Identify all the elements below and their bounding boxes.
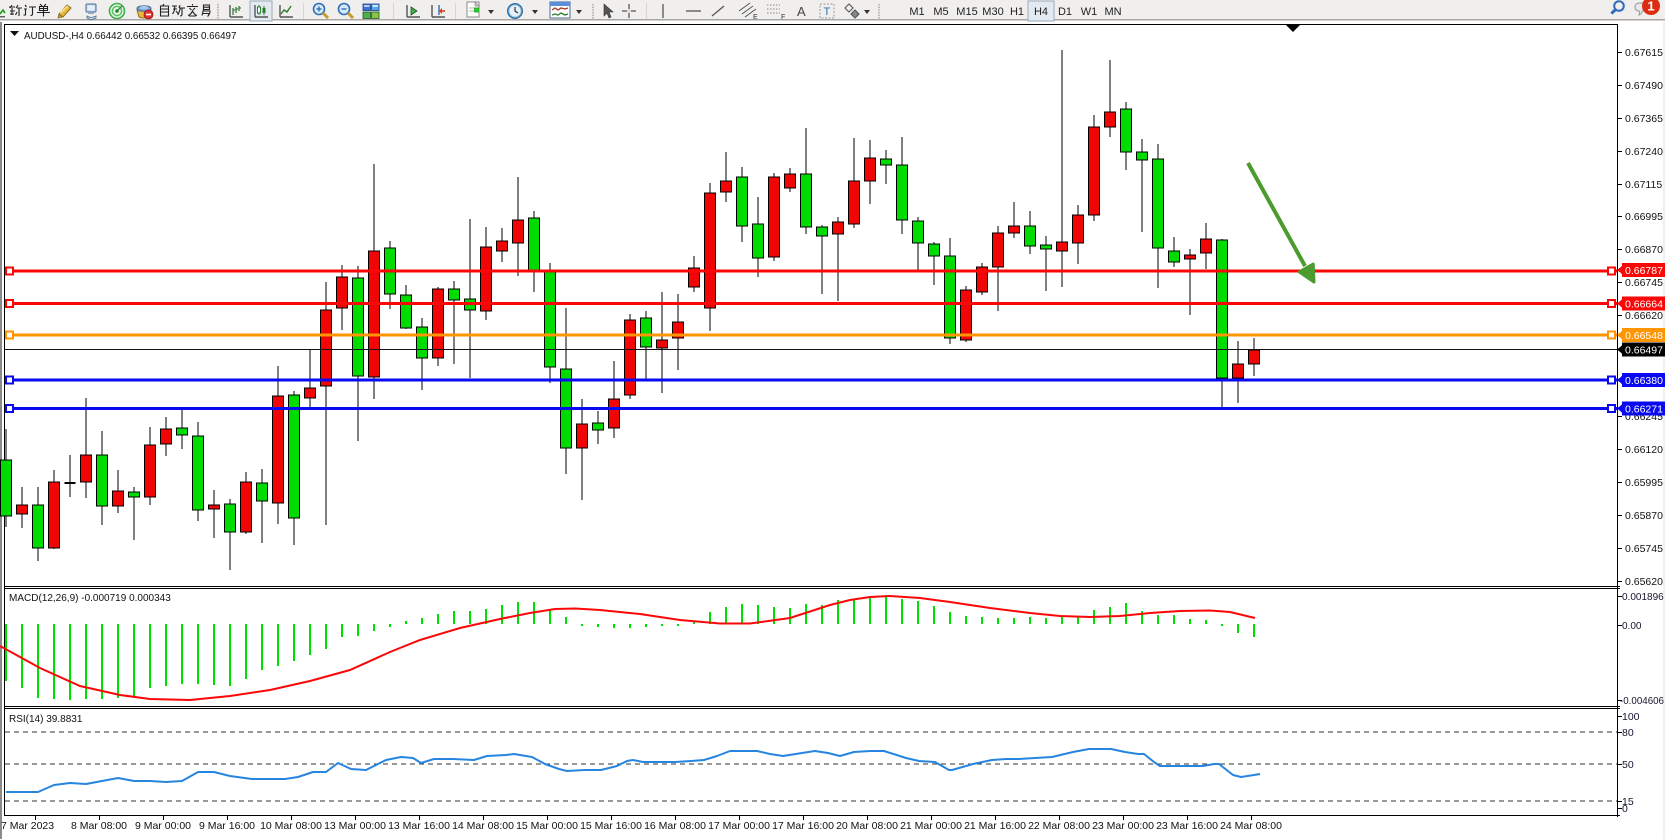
svg-text:0.66380: 0.66380 — [1625, 375, 1663, 387]
svg-text:8 Mar 08:00: 8 Mar 08:00 — [71, 820, 127, 832]
svg-text:13 Mar 00:00: 13 Mar 00:00 — [324, 820, 386, 832]
svg-text:0.00: 0.00 — [1622, 621, 1642, 632]
svg-text:21 Mar 00:00: 21 Mar 00:00 — [900, 820, 962, 832]
svg-text:15 Mar 00:00: 15 Mar 00:00 — [516, 820, 578, 832]
svg-text:M1: M1 — [909, 6, 924, 18]
svg-text:0.66664: 0.66664 — [1625, 299, 1663, 311]
svg-text:9 Mar 16:00: 9 Mar 16:00 — [199, 820, 255, 832]
svg-text:RSI(14) 39.8831: RSI(14) 39.8831 — [9, 714, 83, 725]
svg-text:24 Mar 08:00: 24 Mar 08:00 — [1220, 820, 1282, 832]
svg-text:0.67615: 0.67615 — [1625, 47, 1663, 59]
svg-text:0.66548: 0.66548 — [1625, 330, 1663, 342]
svg-text:0.65870: 0.65870 — [1625, 510, 1663, 522]
svg-text:H4: H4 — [1034, 6, 1048, 18]
svg-text:0.66787: 0.66787 — [1625, 265, 1663, 277]
svg-text:-0.004606: -0.004606 — [1620, 696, 1664, 707]
svg-text:H1: H1 — [1010, 6, 1024, 18]
svg-text:15: 15 — [1622, 796, 1634, 808]
svg-text:A: A — [797, 4, 806, 19]
svg-text:0.65745: 0.65745 — [1625, 543, 1663, 555]
svg-text:17 Mar 00:00: 17 Mar 00:00 — [708, 820, 770, 832]
svg-text:16 Mar 08:00: 16 Mar 08:00 — [644, 820, 706, 832]
svg-text:0: 0 — [1622, 803, 1628, 815]
svg-text:22 Mar 08:00: 22 Mar 08:00 — [1028, 820, 1090, 832]
svg-text:23 Mar 00:00: 23 Mar 00:00 — [1092, 820, 1154, 832]
svg-text:M30: M30 — [982, 6, 1003, 18]
svg-text:80: 80 — [1622, 727, 1634, 739]
svg-text:T: T — [824, 6, 831, 18]
svg-text:21 Mar 16:00: 21 Mar 16:00 — [964, 820, 1026, 832]
svg-text:0.66870: 0.66870 — [1625, 244, 1663, 256]
svg-text:0.65995: 0.65995 — [1625, 477, 1663, 489]
svg-text:E: E — [753, 14, 758, 21]
svg-text:15 Mar 16:00: 15 Mar 16:00 — [580, 820, 642, 832]
svg-text:17 Mar 16:00: 17 Mar 16:00 — [772, 820, 834, 832]
svg-text:14 Mar 08:00: 14 Mar 08:00 — [452, 820, 514, 832]
svg-text:F: F — [781, 14, 785, 21]
svg-text:D1: D1 — [1058, 6, 1072, 18]
svg-text:1: 1 — [1647, 0, 1654, 14]
svg-text:13 Mar 16:00: 13 Mar 16:00 — [388, 820, 450, 832]
svg-text:0.001896: 0.001896 — [1622, 592, 1664, 603]
svg-text:0.67365: 0.67365 — [1625, 113, 1663, 125]
svg-text:0.66995: 0.66995 — [1625, 211, 1663, 223]
svg-text:7 Mar 2023: 7 Mar 2023 — [1, 820, 54, 832]
svg-text:M15: M15 — [956, 6, 977, 18]
svg-text:0.66497: 0.66497 — [1625, 345, 1663, 357]
svg-text:0.66745: 0.66745 — [1625, 277, 1663, 289]
svg-text:10 Mar 08:00: 10 Mar 08:00 — [260, 820, 322, 832]
svg-text:9 Mar 00:00: 9 Mar 00:00 — [135, 820, 191, 832]
svg-text:M5: M5 — [933, 6, 948, 18]
svg-text:MN: MN — [1104, 6, 1121, 18]
svg-text:0.65620: 0.65620 — [1625, 576, 1663, 588]
svg-text:0.67115: 0.67115 — [1625, 179, 1662, 191]
svg-text:0.67240: 0.67240 — [1625, 146, 1663, 158]
svg-text:MACD(12,26,9) -0.000719 0.0003: MACD(12,26,9) -0.000719 0.000343 — [9, 593, 171, 604]
svg-text:50: 50 — [1622, 759, 1634, 771]
svg-text:23 Mar 16:00: 23 Mar 16:00 — [1156, 820, 1218, 832]
svg-text:0.66120: 0.66120 — [1625, 444, 1663, 456]
svg-text:0.66271: 0.66271 — [1625, 404, 1663, 416]
svg-text:W1: W1 — [1081, 6, 1098, 18]
svg-text:0.66620: 0.66620 — [1625, 310, 1663, 322]
svg-text:0.67490: 0.67490 — [1625, 80, 1663, 92]
svg-text:AUDUSD-,H4 0.66442 0.66532 0.: AUDUSD-,H4 0.66442 0.66532 0.66395 0.664… — [24, 31, 236, 42]
svg-text:20 Mar 08:00: 20 Mar 08:00 — [836, 820, 898, 832]
svg-text:100: 100 — [1622, 711, 1640, 723]
